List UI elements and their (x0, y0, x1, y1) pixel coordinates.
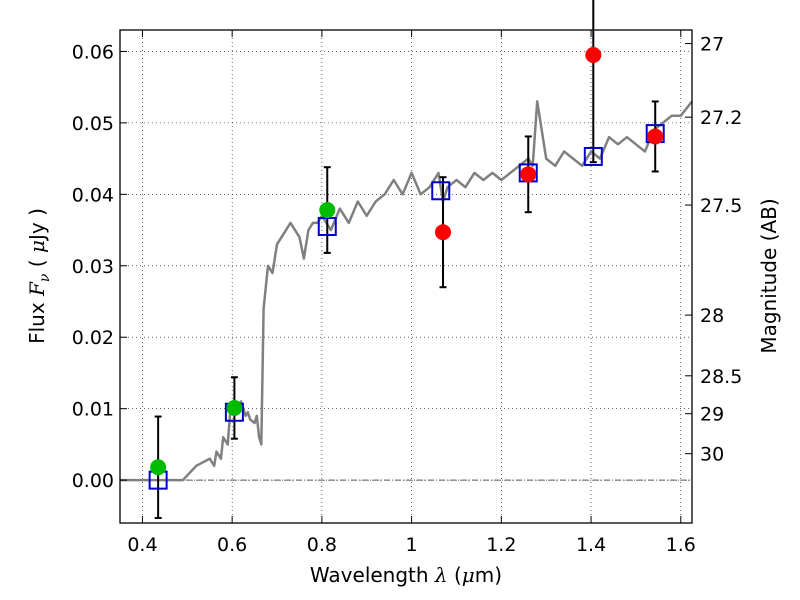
y-tick-label: 0.03 (72, 256, 114, 278)
error-bars (154, 0, 659, 519)
data-point-marker (585, 47, 602, 64)
data-points (150, 47, 664, 476)
axis-ticks: 0.4 0.6 0.8 1 1.2 1.4 1.6 0.00 0.01 0.02 0.03 0.04 0… (72, 30, 742, 556)
plot-frame (119, 29, 693, 524)
y2-tick-label: 27 (700, 34, 724, 56)
data-point-marker (647, 128, 664, 145)
data-point-marker (226, 399, 243, 416)
x-tick-label: 0.4 (127, 534, 157, 556)
y-tick-label: 0.02 (72, 327, 114, 349)
y-tick-label: 0.05 (72, 113, 114, 135)
data-point-marker (150, 459, 167, 476)
y2-tick-label: 27.5 (700, 195, 742, 217)
y-tick-label: 0.04 (72, 184, 114, 206)
data-point-marker (520, 166, 537, 183)
model-squares (148, 124, 665, 490)
model-square-marker (583, 146, 603, 166)
x-tick-label: 0.8 (307, 534, 337, 556)
y-axis-label: Flux Fν ( μJy ) (25, 208, 53, 344)
y-tick-label: 0.06 (72, 41, 114, 63)
x-tick-label: 1 (406, 534, 418, 556)
data-point-marker (319, 202, 336, 219)
spectrum-line (120, 100, 693, 482)
x-tick-label: 1.6 (666, 534, 696, 556)
y2-tick-label: 27.2 (700, 107, 742, 129)
y2-tick-label: 28.5 (700, 366, 742, 388)
x-tick-label: 1.4 (576, 534, 606, 556)
grid (120, 30, 692, 523)
y2-tick-label: 28 (700, 305, 724, 327)
y-tick-label: 0.00 (72, 470, 114, 492)
y2-tick-label: 30 (700, 444, 724, 466)
plot-border (119, 29, 693, 524)
y2-axis-label: Magnitude (AB) (757, 198, 781, 353)
data-point-marker (435, 224, 452, 241)
y-tick-label: 0.01 (72, 399, 114, 421)
model-square-marker (431, 181, 451, 201)
x-tick-label: 1.2 (486, 534, 516, 556)
x-axis-label: Wavelength λ (μm) (310, 563, 502, 587)
y2-tick-label: 29 (700, 404, 724, 426)
x-tick-label: 0.6 (217, 534, 247, 556)
spectrum-polyline (120, 100, 693, 482)
